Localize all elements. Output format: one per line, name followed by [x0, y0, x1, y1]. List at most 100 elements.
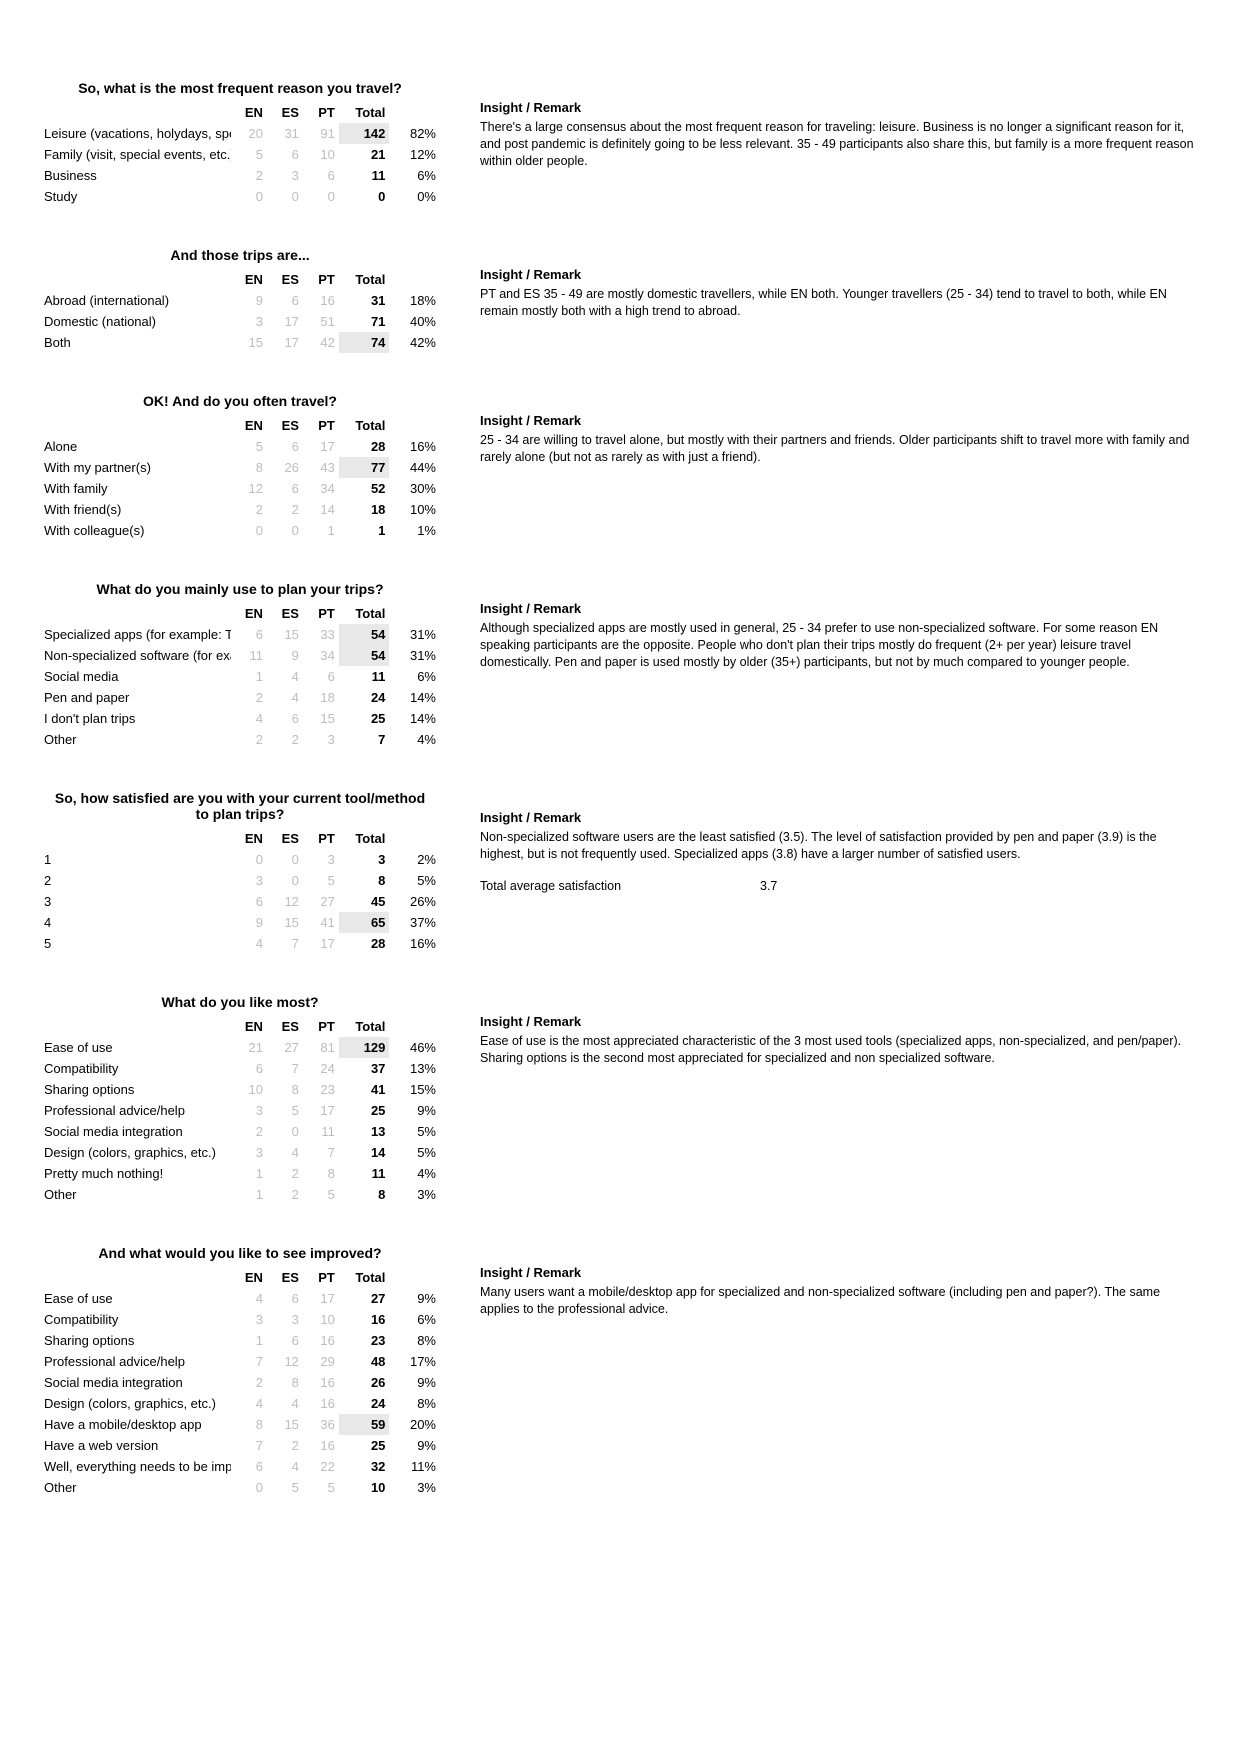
cell-pt: 36	[303, 1414, 339, 1435]
table-header-row: ENESPTTotal	[40, 1267, 440, 1288]
cell-total: 27	[339, 1288, 390, 1309]
cell-percent: 3%	[389, 1184, 440, 1205]
row-label: Family (visit, special events, etc.)	[40, 144, 231, 165]
cell-percent: 30%	[389, 478, 440, 499]
cell-percent: 5%	[389, 1121, 440, 1142]
insight-header: Insight / Remark	[480, 1014, 1199, 1029]
table-row: Non-specialized software (for exa1193454…	[40, 645, 440, 666]
cell-en: 4	[231, 1288, 267, 1309]
cell-en: 7	[231, 1435, 267, 1456]
cell-es: 8	[267, 1079, 303, 1100]
cell-percent: 11%	[389, 1456, 440, 1477]
cell-pt: 41	[303, 912, 339, 933]
cell-total: 54	[339, 624, 390, 645]
table-panel: And what would you like to see improved?…	[40, 1245, 440, 1498]
cell-es: 0	[267, 849, 303, 870]
table-panel: OK! And do you often travel? ENESPTTotalA…	[40, 393, 440, 541]
row-label: Professional advice/help	[40, 1351, 231, 1372]
col-header-label	[40, 269, 231, 290]
insight-panel: Insight / RemarkAlthough specialized app…	[440, 581, 1199, 671]
col-header-label	[40, 415, 231, 436]
table-row: Compatibility67243713%	[40, 1058, 440, 1079]
cell-es: 6	[267, 144, 303, 165]
cell-percent: 6%	[389, 165, 440, 186]
survey-section: So, what is the most frequent reason you…	[40, 80, 1199, 207]
cell-percent: 9%	[389, 1372, 440, 1393]
table-row: Business236116%	[40, 165, 440, 186]
cell-en: 1	[231, 1184, 267, 1205]
table-header-row: ENESPTTotal	[40, 415, 440, 436]
cell-percent: 9%	[389, 1435, 440, 1456]
insight-panel: Insight / RemarkNon-specialized software…	[440, 790, 1199, 893]
insight-text: Although specialized apps are mostly use…	[480, 620, 1199, 671]
cell-en: 4	[231, 933, 267, 954]
cell-en: 9	[231, 912, 267, 933]
survey-section: OK! And do you often travel? ENESPTTotalA…	[40, 393, 1199, 541]
table-row: Alone56172816%	[40, 436, 440, 457]
cell-percent: 14%	[389, 708, 440, 729]
cell-es: 8	[267, 1372, 303, 1393]
cell-percent: 46%	[389, 1037, 440, 1058]
cell-total: 1	[339, 520, 390, 541]
cell-pt: 5	[303, 870, 339, 891]
cell-pt: 42	[303, 332, 339, 353]
cell-en: 21	[231, 1037, 267, 1058]
table-panel: And those trips are...ENESPTTotalAbroad …	[40, 247, 440, 353]
row-label: Specialized apps (for example: T	[40, 624, 231, 645]
cell-en: 3	[231, 870, 267, 891]
cell-total: 10	[339, 1477, 390, 1498]
question-title: OK! And do you often travel?	[40, 393, 440, 409]
col-header: EN	[231, 1016, 267, 1037]
table-row: Design (colors, graphics, etc.)4416248%	[40, 1393, 440, 1414]
cell-percent: 4%	[389, 729, 440, 750]
table-row: Pen and paper24182414%	[40, 687, 440, 708]
cell-es: 15	[267, 1414, 303, 1435]
cell-total: 129	[339, 1037, 390, 1058]
row-label: Design (colors, graphics, etc.)	[40, 1142, 231, 1163]
table-row: Other22374%	[40, 729, 440, 750]
cell-en: 8	[231, 457, 267, 478]
cell-percent: 15%	[389, 1079, 440, 1100]
cell-es: 2	[267, 729, 303, 750]
cell-pt: 16	[303, 1435, 339, 1456]
table-row: Compatibility3310166%	[40, 1309, 440, 1330]
cell-total: 14	[339, 1142, 390, 1163]
table-row: Pretty much nothing!128114%	[40, 1163, 440, 1184]
cell-total: 25	[339, 1100, 390, 1121]
col-header: PT	[303, 1016, 339, 1037]
table-row: Abroad (international)96163118%	[40, 290, 440, 311]
cell-es: 0	[267, 1121, 303, 1142]
cell-pt: 16	[303, 290, 339, 311]
cell-percent: 26%	[389, 891, 440, 912]
row-label: Have a mobile/desktop app	[40, 1414, 231, 1435]
row-label: Study	[40, 186, 231, 207]
cell-es: 7	[267, 933, 303, 954]
table-header-row: ENESPTTotal	[40, 102, 440, 123]
cell-pt: 27	[303, 891, 339, 912]
col-header: PT	[303, 1267, 339, 1288]
cell-total: 74	[339, 332, 390, 353]
col-header: PT	[303, 603, 339, 624]
cell-en: 9	[231, 290, 267, 311]
cell-en: 3	[231, 1309, 267, 1330]
table-row: Other12583%	[40, 1184, 440, 1205]
data-table: ENESPTTotalAlone56172816%With my partner…	[40, 415, 440, 541]
data-table: ENESPTTotalSpecialized apps (for example…	[40, 603, 440, 750]
insight-text: There's a large consensus about the most…	[480, 119, 1199, 170]
row-label: Have a web version	[40, 1435, 231, 1456]
table-panel: So, what is the most frequent reason you…	[40, 80, 440, 207]
cell-en: 4	[231, 1393, 267, 1414]
row-label: Pen and paper	[40, 687, 231, 708]
table-row: Have a web version7216259%	[40, 1435, 440, 1456]
cell-es: 31	[267, 123, 303, 144]
cell-en: 2	[231, 499, 267, 520]
table-row: Social media integration2816269%	[40, 1372, 440, 1393]
table-row: With friend(s)22141810%	[40, 499, 440, 520]
cell-es: 0	[267, 186, 303, 207]
cell-en: 1	[231, 1330, 267, 1351]
row-label: 4	[40, 912, 231, 933]
row-label: Sharing options	[40, 1079, 231, 1100]
cell-percent: 2%	[389, 849, 440, 870]
table-header-row: ENESPTTotal	[40, 1016, 440, 1037]
cell-en: 1	[231, 666, 267, 687]
